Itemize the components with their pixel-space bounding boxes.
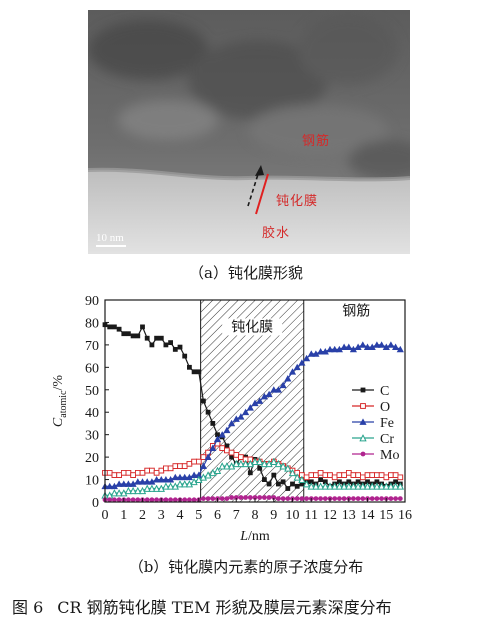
figure-title: CR 钢筋钝化膜 TEM 形貌及膜层元素深度分布 — [57, 598, 392, 617]
x-tick-label: 12 — [323, 508, 337, 523]
x-tick-label: 8 — [252, 508, 259, 523]
figure-number: 图 6 — [12, 598, 44, 617]
concentration-chart: 0 1 2 3 4 5 6 7 8 9 10 11 12 13 14 15 16 0 10 20 30 40 50 60 70 8… — [0, 292, 492, 550]
x-tick-label: 11 — [305, 508, 318, 523]
legend-label-cr: Cr — [380, 432, 394, 447]
x-tick-label: 14 — [361, 508, 375, 523]
ticks-layer: 0 1 2 3 4 5 6 7 8 9 10 11 12 13 14 15 160102030405060708… — [85, 294, 412, 523]
chart-svg: 0 1 2 3 4 5 6 7 8 9 10 11 12 13 14 15 160102030405060708… — [51, 294, 412, 544]
x-tick-label: 7 — [233, 508, 240, 523]
y-tick-label: 90 — [85, 294, 99, 309]
legend-label-c: C — [380, 384, 389, 399]
series-line-cr — [105, 462, 400, 496]
caption-b: （b）钝化膜内元素的原子浓度分布 — [128, 558, 364, 576]
x-tick-label: 15 — [379, 508, 393, 523]
legend-label-fe: Fe — [380, 416, 394, 431]
x-tick-label: 0 — [102, 508, 109, 523]
x-tick-label: 2 — [139, 508, 146, 523]
steel-region-label: 钢筋 — [342, 303, 370, 320]
series-layer — [101, 322, 404, 503]
x-tick-label: 10 — [286, 508, 300, 523]
y-tick-label: 20 — [85, 451, 99, 466]
x-tick-label: 13 — [342, 508, 356, 523]
tem-label-film: 钝化膜 — [276, 194, 319, 209]
y-tick-label: 30 — [85, 429, 99, 444]
x-tick-label: 16 — [398, 508, 412, 523]
y-tick-label: 40 — [85, 406, 99, 421]
tem-label-steel: 钢筋 — [302, 134, 331, 149]
y-tick-label: 60 — [85, 361, 99, 376]
tem-image — [87, 10, 428, 254]
tem-label-glue: 胶水 — [262, 226, 291, 241]
legend-label-o: O — [380, 400, 390, 415]
x-tick-label: 4 — [177, 508, 184, 523]
x-tick-label: 9 — [270, 508, 277, 523]
x-tick-label: 5 — [195, 508, 202, 523]
series-line-mo — [102, 495, 403, 503]
y-tick-label: 80 — [85, 316, 99, 331]
legend-label-mo: Mo — [380, 448, 399, 463]
x-tick-label: 3 — [158, 508, 165, 523]
y-tick-label: 50 — [85, 384, 99, 399]
film-thickness-line — [255, 173, 269, 215]
y-tick-label: 70 — [85, 339, 99, 354]
x-tick-label: 1 — [120, 508, 127, 523]
x-axis-label: L/nm — [239, 529, 270, 544]
film-region-label: 钝化膜 — [231, 319, 273, 335]
figure-caption: 图 6 CR 钢筋钝化膜 TEM 形貌及膜层元素深度分布 — [12, 594, 392, 618]
arrow-head-icon — [255, 165, 264, 176]
x-tick-label: 6 — [214, 508, 221, 523]
y-axis-label: Catomic/% — [51, 375, 69, 427]
y-tick-label: 0 — [92, 496, 99, 511]
caption-a: （a）钝化膜形貌 — [189, 264, 303, 282]
scale-bar-label: 10 nm — [96, 232, 124, 244]
tem-micrograph: 钢筋 钝化膜 胶水 10 nm — [87, 10, 428, 254]
y-tick-label: 10 — [85, 474, 99, 489]
